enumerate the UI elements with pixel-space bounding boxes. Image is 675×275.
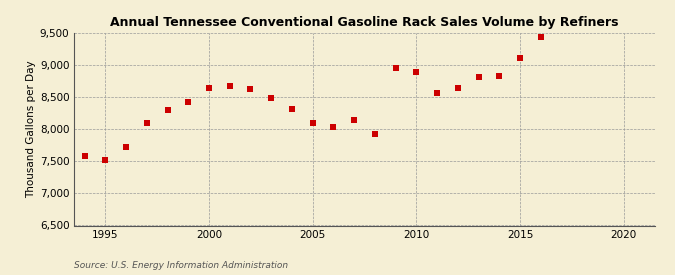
Point xyxy=(349,118,360,122)
Point xyxy=(369,131,380,136)
Point xyxy=(390,65,401,70)
Point xyxy=(494,74,505,78)
Point xyxy=(307,121,318,126)
Point xyxy=(432,90,443,95)
Point xyxy=(142,121,153,126)
Point xyxy=(266,96,277,100)
Point xyxy=(183,100,194,104)
Title: Annual Tennessee Conventional Gasoline Rack Sales Volume by Refiners: Annual Tennessee Conventional Gasoline R… xyxy=(110,16,619,29)
Point xyxy=(59,192,70,197)
Point xyxy=(162,108,173,112)
Point xyxy=(224,84,235,89)
Text: Source: U.S. Energy Information Administration: Source: U.S. Energy Information Administ… xyxy=(74,260,288,270)
Point xyxy=(245,87,256,92)
Point xyxy=(328,125,339,129)
Point xyxy=(473,75,484,79)
Point xyxy=(411,70,422,74)
Y-axis label: Thousand Gallons per Day: Thousand Gallons per Day xyxy=(26,60,36,198)
Point xyxy=(452,85,463,90)
Point xyxy=(287,107,298,112)
Point xyxy=(535,35,546,40)
Point xyxy=(121,144,132,149)
Point xyxy=(204,85,215,90)
Point xyxy=(100,158,111,162)
Point xyxy=(514,56,525,60)
Point xyxy=(79,154,90,158)
